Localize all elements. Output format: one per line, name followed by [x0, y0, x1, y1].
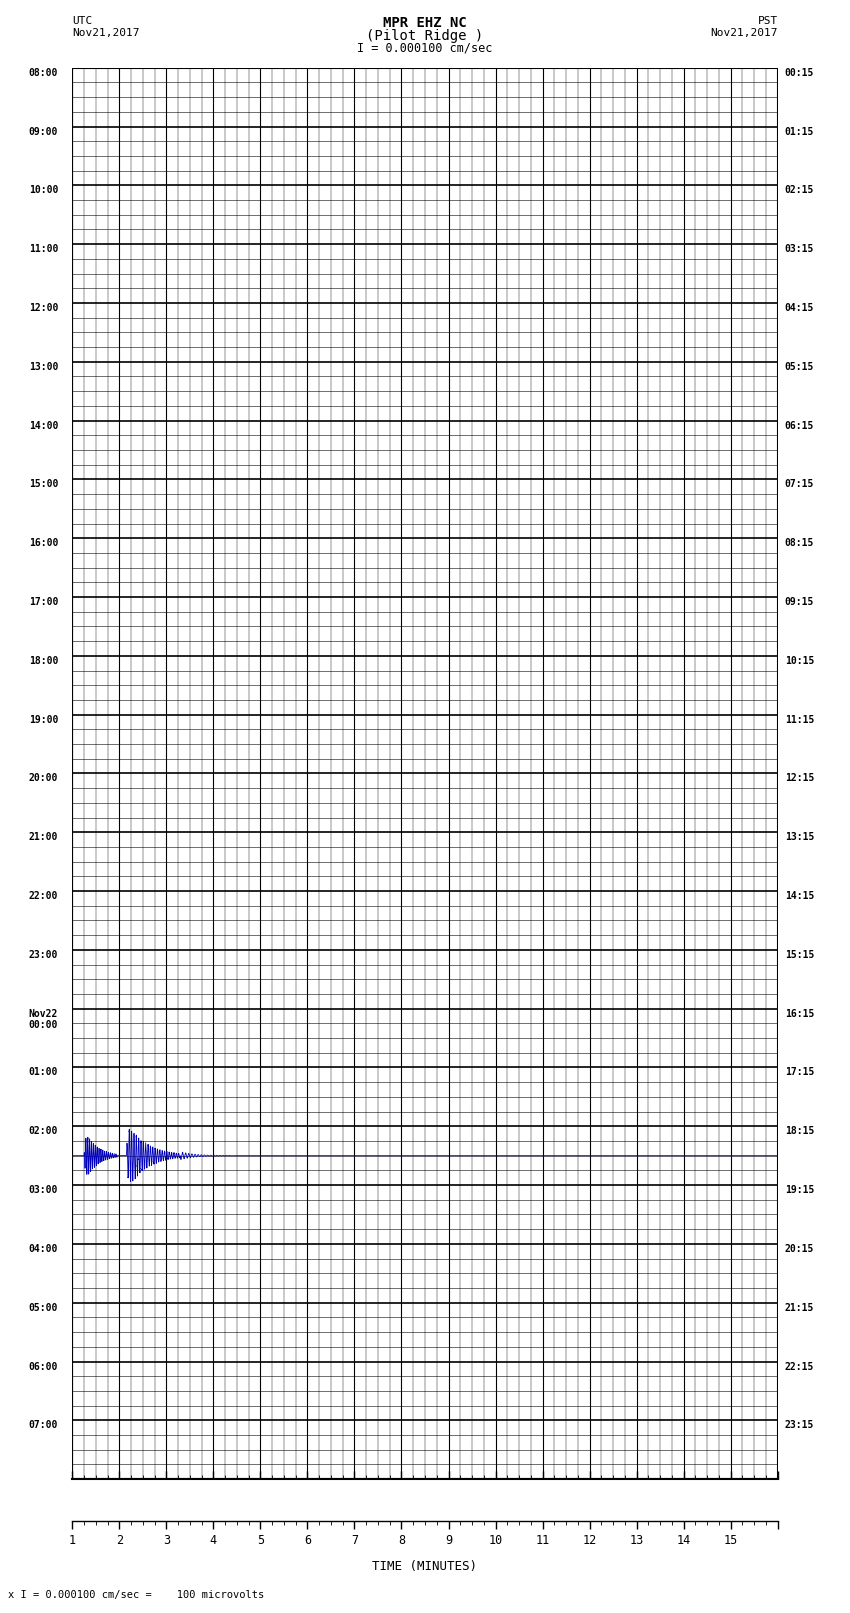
Text: 12:00: 12:00 — [29, 303, 58, 313]
Text: 01:15: 01:15 — [785, 126, 814, 137]
Text: Nov22
00:00: Nov22 00:00 — [29, 1008, 58, 1031]
Text: 22:00: 22:00 — [29, 890, 58, 902]
Text: 01:00: 01:00 — [29, 1068, 58, 1077]
Text: (Pilot Ridge ): (Pilot Ridge ) — [366, 29, 484, 44]
Text: 20:15: 20:15 — [785, 1244, 814, 1253]
Text: 03:15: 03:15 — [785, 244, 814, 255]
Text: I = 0.000100 cm/sec: I = 0.000100 cm/sec — [357, 42, 493, 55]
Text: 00:15: 00:15 — [785, 68, 814, 77]
Text: 09:15: 09:15 — [785, 597, 814, 606]
Text: 17:00: 17:00 — [29, 597, 58, 606]
Text: 10:00: 10:00 — [29, 185, 58, 195]
Text: 16:15: 16:15 — [785, 1008, 814, 1019]
Text: 02:15: 02:15 — [785, 185, 814, 195]
Text: 23:15: 23:15 — [785, 1421, 814, 1431]
Text: 06:00: 06:00 — [29, 1361, 58, 1371]
Text: 15:00: 15:00 — [29, 479, 58, 489]
Text: 08:15: 08:15 — [785, 539, 814, 548]
Text: 20:00: 20:00 — [29, 774, 58, 784]
Text: 07:00: 07:00 — [29, 1421, 58, 1431]
Text: 08:00: 08:00 — [29, 68, 58, 77]
Text: 16:00: 16:00 — [29, 539, 58, 548]
Text: 03:00: 03:00 — [29, 1186, 58, 1195]
Text: 13:00: 13:00 — [29, 361, 58, 371]
Text: 22:15: 22:15 — [785, 1361, 814, 1371]
Text: 12:15: 12:15 — [785, 774, 814, 784]
Text: 21:15: 21:15 — [785, 1303, 814, 1313]
Text: 06:15: 06:15 — [785, 421, 814, 431]
Text: MPR EHZ NC: MPR EHZ NC — [383, 16, 467, 31]
Text: 19:00: 19:00 — [29, 715, 58, 724]
Text: 04:15: 04:15 — [785, 303, 814, 313]
Text: 18:15: 18:15 — [785, 1126, 814, 1136]
Text: 11:00: 11:00 — [29, 244, 58, 255]
Text: 21:00: 21:00 — [29, 832, 58, 842]
Text: UTC
Nov21,2017: UTC Nov21,2017 — [72, 16, 139, 37]
Text: TIME (MINUTES): TIME (MINUTES) — [372, 1560, 478, 1573]
Text: 19:15: 19:15 — [785, 1186, 814, 1195]
Text: 23:00: 23:00 — [29, 950, 58, 960]
Text: 14:15: 14:15 — [785, 890, 814, 902]
Text: 15:15: 15:15 — [785, 950, 814, 960]
Text: 18:00: 18:00 — [29, 656, 58, 666]
Text: 02:00: 02:00 — [29, 1126, 58, 1136]
Text: 04:00: 04:00 — [29, 1244, 58, 1253]
Text: 05:00: 05:00 — [29, 1303, 58, 1313]
Text: 05:15: 05:15 — [785, 361, 814, 371]
Text: PST
Nov21,2017: PST Nov21,2017 — [711, 16, 778, 37]
Text: 07:15: 07:15 — [785, 479, 814, 489]
Text: 14:00: 14:00 — [29, 421, 58, 431]
Text: 13:15: 13:15 — [785, 832, 814, 842]
Text: 11:15: 11:15 — [785, 715, 814, 724]
Text: 17:15: 17:15 — [785, 1068, 814, 1077]
Text: 09:00: 09:00 — [29, 126, 58, 137]
Text: x I = 0.000100 cm/sec =    100 microvolts: x I = 0.000100 cm/sec = 100 microvolts — [8, 1590, 264, 1600]
Text: 10:15: 10:15 — [785, 656, 814, 666]
